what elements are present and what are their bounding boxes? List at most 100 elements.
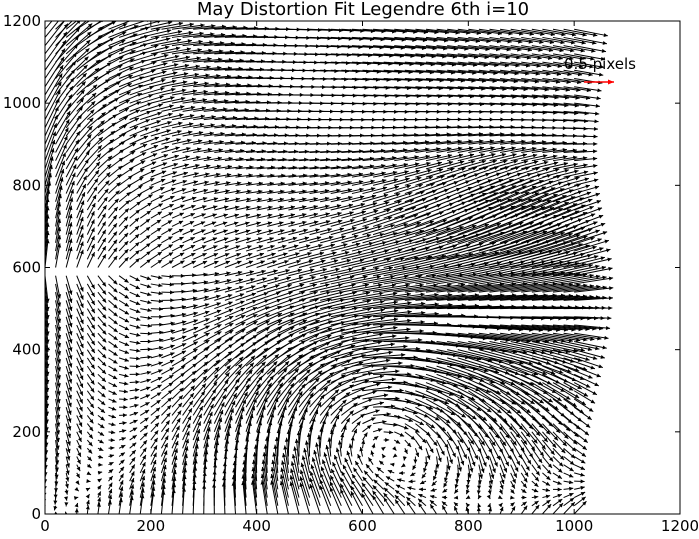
quiver-arrow: [130, 435, 137, 440]
quiver-arrow: [119, 474, 123, 481]
quiver-arrow: [140, 87, 164, 95]
quiver-arrow: [77, 300, 84, 316]
quiver-arrow: [97, 479, 101, 483]
quiver-arrow: [87, 211, 94, 226]
quiver-arrow: [109, 383, 117, 387]
quiver-arrow: [172, 433, 179, 448]
quiver-arrow: [151, 338, 163, 342]
quiver-arrow: [140, 203, 152, 210]
quiver-arrow: [119, 325, 129, 330]
quiver-arrow: [77, 341, 84, 356]
quiver-arrow: [140, 251, 150, 259]
quiver-arrow: [53, 506, 57, 511]
quiver-arrow: [390, 463, 394, 467]
quiver-arrow: [151, 244, 162, 251]
quiver-arrow: [77, 456, 81, 464]
quiver-arrow: [288, 399, 299, 424]
quiver-arrow: [447, 391, 481, 411]
quiver-arrow: [405, 440, 411, 447]
quiver-arrow: [87, 391, 94, 400]
quiver-arrow: [299, 483, 309, 514]
quiver-arrow: [140, 379, 151, 383]
quiver-arrow: [87, 471, 91, 475]
quiver-arrow: [130, 349, 141, 353]
quiver-arrow: [151, 113, 173, 120]
quiver-arrow: [371, 451, 375, 457]
x-tick-label: 800: [454, 517, 483, 535]
quiver-arrow: [98, 374, 106, 381]
quiver-arrow: [278, 260, 301, 268]
quiver-arrow: [574, 306, 612, 310]
quiver-arrow: [418, 494, 426, 498]
quiver-arrow: [384, 430, 394, 434]
quiver-arrow: [426, 448, 430, 459]
quiver-arrow: [267, 260, 288, 267]
quiver-arrow: [574, 258, 612, 268]
y-tick-label: 200: [12, 423, 41, 441]
quiver-arrow: [363, 385, 393, 390]
quiver-arrow: [521, 502, 526, 506]
quiver-arrow: [415, 440, 422, 450]
quiver-arrow: [161, 390, 172, 399]
quiver-arrow: [204, 360, 220, 374]
quiver-arrow: [410, 472, 415, 476]
quiver-arrow: [415, 448, 419, 457]
quiver-arrow: [151, 291, 163, 295]
quiver-arrow: [363, 377, 396, 382]
quiver-arrow: [542, 495, 550, 499]
quiver-arrow: [288, 407, 297, 432]
quiver-arrow: [140, 324, 152, 328]
quiver-arrow: [394, 155, 418, 160]
quiver-arrow: [236, 293, 257, 301]
quiver-key-label: 0.5 pixels: [564, 55, 636, 73]
quiver-arrow: [432, 481, 437, 486]
quiver-arrow: [77, 10, 106, 29]
quiver-arrow: [130, 226, 139, 235]
quiver-arrow: [109, 333, 118, 340]
quiver-arrow: [309, 484, 320, 514]
quiver-arrow: [56, 28, 80, 54]
quiver-arrow: [574, 267, 612, 276]
quiver-arrow: [109, 325, 118, 332]
quiver-arrow: [119, 445, 125, 449]
quiver-arrow: [574, 492, 585, 497]
quiver-arrow: [401, 463, 405, 467]
quiver-arrow: [193, 245, 206, 251]
quiver-arrow: [331, 377, 357, 391]
quiver-arrow: [532, 501, 539, 506]
quiver-arrow: [553, 473, 562, 479]
quiver-arrow: [87, 448, 92, 453]
quiver-arrow: [392, 446, 396, 450]
quiver-arrow: [267, 413, 274, 440]
quiver-arrow: [500, 507, 504, 514]
quiver-arrow: [151, 228, 161, 235]
quiver-arrow: [466, 503, 470, 507]
quiver-arrow: [574, 142, 597, 146]
quiver-arrow: [466, 495, 470, 499]
quiver-arrow: [366, 464, 373, 473]
quiver-arrow: [87, 154, 101, 169]
quiver-arrow: [98, 447, 103, 451]
quiver-arrow: [488, 507, 492, 514]
quiver-arrow: [109, 469, 114, 473]
quiver-arrow: [75, 503, 79, 507]
quiver-arrow: [394, 432, 404, 437]
quiver-arrow: [183, 237, 195, 243]
quiver-arrow: [109, 422, 116, 426]
quiver-arrow: [109, 276, 118, 285]
quiver-arrow: [394, 440, 400, 444]
quiver-arrow: [407, 486, 415, 490]
quiver-arrow: [394, 415, 413, 422]
quiver-arrow: [109, 358, 118, 364]
quiver-arrow: [119, 249, 128, 259]
y-tick-label: 800: [12, 176, 41, 194]
quiver-arrow: [510, 489, 514, 493]
quiver-arrow: [161, 383, 173, 391]
quiver-arrow: [267, 405, 276, 431]
quiver-arrow: [98, 471, 102, 475]
quiver-arrow: [466, 489, 470, 494]
quiver-arrow: [140, 340, 152, 344]
quiver-arrow: [130, 103, 152, 112]
quiver-arrow: [384, 423, 398, 427]
quiver-arrow: [363, 164, 386, 169]
